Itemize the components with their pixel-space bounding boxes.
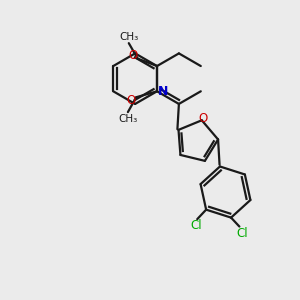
Text: CH₃: CH₃ (119, 32, 138, 42)
Text: Cl: Cl (190, 219, 202, 232)
Text: CH₃: CH₃ (118, 114, 137, 124)
Text: N: N (158, 85, 169, 98)
Text: O: O (199, 112, 208, 125)
Text: O: O (128, 49, 138, 62)
Text: O: O (127, 94, 136, 107)
Text: Cl: Cl (236, 226, 248, 240)
